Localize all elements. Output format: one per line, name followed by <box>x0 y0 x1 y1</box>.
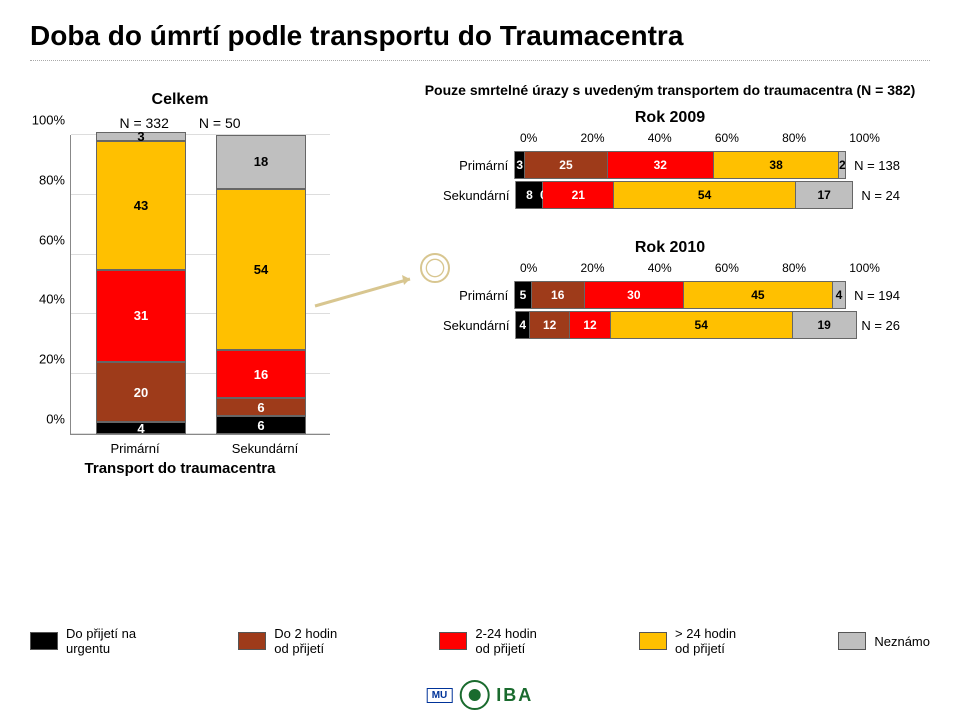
footer-logo: MU IBA <box>427 679 534 711</box>
hbar-segment: 4 <box>516 311 529 339</box>
left-chart: Celkem N = 332 N = 50 0% 20% 40% 60% 80% 100%… <box>30 91 330 511</box>
hchart-2009: 0% 20% 40% 60% 80% 100% Primární32532382 N = 13… <box>440 131 900 209</box>
hbar-n-label: N = 24 <box>861 188 900 203</box>
h-xtick: 80% <box>782 261 806 279</box>
legend-item: Do přijetí naurgentu <box>30 626 136 656</box>
hbar-segment: 17 <box>796 181 853 209</box>
hbar-label: Sekundární <box>440 318 515 333</box>
legend-text: > 24 hodinod přijetí <box>675 626 736 656</box>
legend-item: 2-24 hodinod přijetí <box>439 626 536 656</box>
left-x-labels: Primární Sekundární <box>70 441 330 456</box>
h-xtick: 0% <box>520 131 537 149</box>
hbar-segment: 4 <box>833 281 846 309</box>
logo-iba: IBA <box>496 685 533 706</box>
legend-swatch <box>30 632 58 650</box>
hbar-segment: 54 <box>611 311 793 339</box>
legend-swatch <box>238 632 266 650</box>
hbar: 412125419 <box>515 311 853 339</box>
legend-text: Neznámo <box>874 634 930 649</box>
stack-segment: 31 <box>96 270 186 363</box>
hbar-segment: 38 <box>714 151 840 179</box>
legend: Do přijetí naurgentu Do 2 hodinod přijetí… <box>30 626 930 656</box>
h-xtick: 20% <box>581 131 605 149</box>
stack-segment: 6 <box>216 398 306 416</box>
h-xtick: 100% <box>849 261 880 279</box>
hbar-segment: 19 <box>793 311 857 339</box>
stack-segment: 4 <box>96 422 186 434</box>
hbar-segment: 21 <box>543 181 614 209</box>
left-n-labels: N = 332 N = 50 <box>30 115 330 131</box>
legend-item: Do 2 hodinod přijetí <box>238 626 337 656</box>
legend-text: Do 2 hodinod přijetí <box>274 626 337 656</box>
year2-title: Rok 2010 <box>400 239 940 257</box>
left-caption: Transport do traumacentra <box>30 460 330 477</box>
hbar-n-label: N = 138 <box>854 158 900 173</box>
hbar-n-label: N = 194 <box>854 288 900 303</box>
stack-segment: 16 <box>216 350 306 398</box>
hbar-segment: 5 <box>515 281 532 309</box>
hbar-segment: 2 <box>839 151 846 179</box>
hbar-segment: 32 <box>608 151 714 179</box>
hbar-label: Primární <box>440 288 514 303</box>
h-xtick: 0% <box>520 261 537 279</box>
hbar-segment: 16 <box>532 281 585 309</box>
h-xtick: 60% <box>715 131 739 149</box>
legend-swatch <box>439 632 467 650</box>
left-stack-area: 0%20%40%60%80%100%4203143366165418 <box>70 135 330 435</box>
stack-segment: 6 <box>216 416 306 434</box>
hchart-2010: 0%20%40%60%80%100%Primární51630454N = 19… <box>440 261 900 339</box>
left-ytick: 20% <box>39 352 65 367</box>
content-area: Celkem N = 332 N = 50 0%20%40%60%80%100%… <box>0 61 960 621</box>
right-subtitle: Pouze smrtelné úrazy s uvedeným transpor… <box>400 81 940 99</box>
hbar-segment: 45 <box>684 281 833 309</box>
year1-title: Rok 2009 <box>400 109 940 127</box>
hbar-segment: 25 <box>525 151 608 179</box>
logo-circle-icon <box>458 679 490 711</box>
hbar-segment: 30 <box>585 281 684 309</box>
legend-item: Neznámo <box>838 632 930 650</box>
stack-segment: 18 <box>216 135 306 189</box>
hbar: 51630454 <box>514 281 846 309</box>
h-xtick: 80% <box>782 131 806 149</box>
legend-text: Do přijetí naurgentu <box>66 626 136 656</box>
h-xtick: 100% <box>849 131 880 149</box>
right-area: Pouze smrtelné úrazy s uvedeným transpor… <box>400 81 940 339</box>
left-xlabel-1: Primární <box>70 441 200 456</box>
hbar-segment: 12 <box>570 311 610 339</box>
legend-swatch <box>639 632 667 650</box>
legend-swatch <box>838 632 866 650</box>
stack-segment: 43 <box>96 141 186 270</box>
stack-segment: 20 <box>96 362 186 422</box>
logo-mu: MU <box>427 688 453 703</box>
left-xlabel-2: Sekundární <box>200 441 330 456</box>
n-label-2: N = 50 <box>199 115 241 131</box>
left-chart-title: Celkem <box>30 91 330 109</box>
hbar: 32532382 <box>514 151 846 179</box>
h-xtick: 40% <box>648 261 672 279</box>
left-ytick: 80% <box>39 172 65 187</box>
legend-text: 2-24 hodinod přijetí <box>475 626 536 656</box>
hbar-segment: 3 <box>515 151 525 179</box>
hbar-n-label: N = 26 <box>861 318 900 333</box>
stack-segment: 3 <box>96 132 186 141</box>
stack-segment: 54 <box>216 189 306 350</box>
left-ytick: 40% <box>39 292 65 307</box>
page-title: Doba do úmrtí podle transportu do Trauma… <box>0 0 960 52</box>
left-ytick: 100% <box>32 113 65 128</box>
hbar-label: Sekundární <box>440 188 515 203</box>
legend-item: > 24 hodinod přijetí <box>639 626 736 656</box>
h-xtick: 20% <box>581 261 605 279</box>
hbar-segment: 12 <box>530 311 570 339</box>
h-xtick: 60% <box>715 261 739 279</box>
hbar-segment: 54 <box>614 181 796 209</box>
left-ytick: 0% <box>46 412 65 427</box>
left-ytick: 60% <box>39 232 65 247</box>
hbar: 80215417 <box>515 181 853 209</box>
hbar-label: Primární <box>440 158 514 173</box>
h-xtick: 40% <box>648 131 672 149</box>
